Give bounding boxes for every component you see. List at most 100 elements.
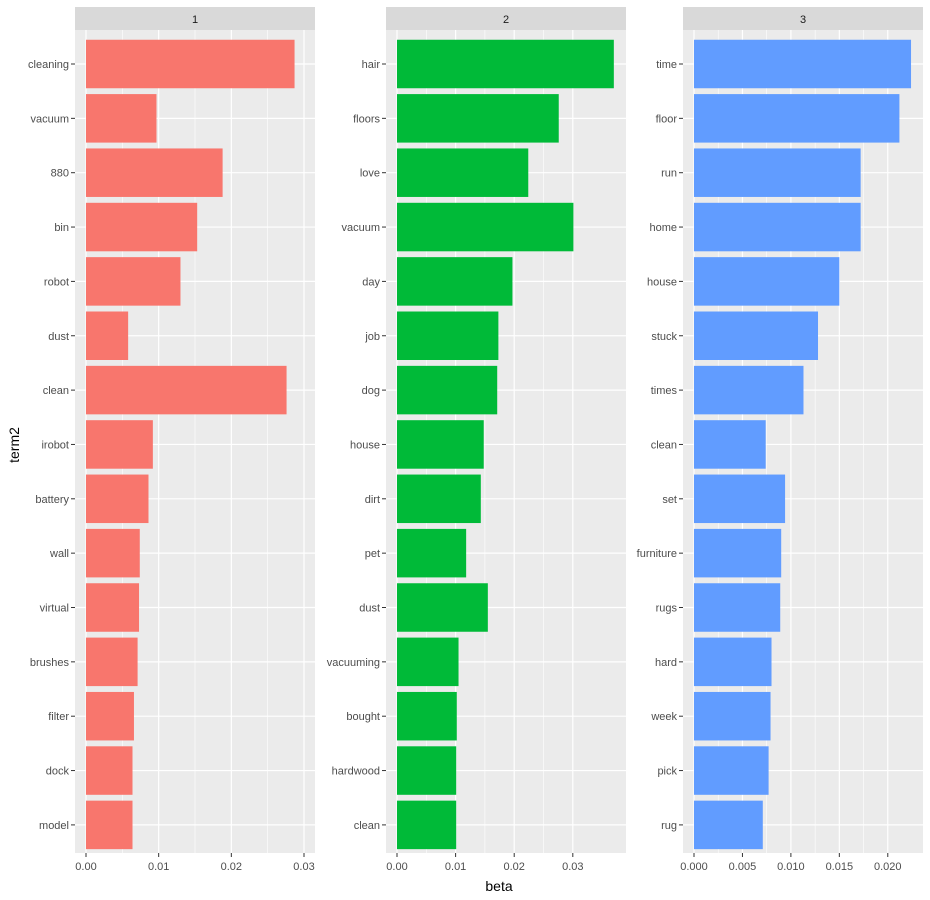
bar-hardwood: [397, 746, 457, 795]
x-tick-label: 0.005: [729, 861, 757, 873]
y-tick-label: love: [360, 168, 380, 180]
x-tick-label: 0.03: [562, 861, 583, 873]
facet-strip-label: 2: [503, 14, 509, 26]
bar-wall: [86, 528, 140, 578]
bar-hair: [397, 39, 614, 89]
facet-strip-label: 1: [192, 14, 198, 26]
bar-dust: [86, 311, 129, 360]
y-tick-label: day: [362, 276, 380, 288]
y-tick-label: battery: [35, 494, 69, 506]
y-tick-label: pick: [657, 766, 677, 778]
x-tick-label: 0.015: [826, 861, 854, 873]
bar-vacuum: [397, 202, 574, 252]
facet-strip: [75, 7, 315, 30]
y-tick-label: pet: [365, 548, 380, 560]
bar-robot: [86, 257, 181, 306]
facet-panel-3: 3 time floor run home house stuck times clean set…: [637, 7, 923, 873]
y-tick-label: irobot: [41, 439, 69, 451]
bar-clean: [86, 365, 287, 415]
bar-dirt: [397, 474, 481, 524]
y-tick-label: run: [661, 168, 677, 180]
bar-vacuum: [86, 94, 157, 143]
bar-pet: [397, 528, 467, 578]
y-tick-label: stuck: [651, 331, 677, 343]
bar-house: [397, 420, 484, 469]
y-tick-label: clean: [651, 439, 677, 451]
y-tick-label: cleaning: [28, 59, 69, 71]
x-tick-label: 0.03: [293, 861, 314, 873]
bar-home: [694, 202, 861, 252]
y-tick-label: furniture: [637, 548, 677, 560]
bar-furniture: [694, 528, 782, 578]
bar-cleaning: [86, 39, 295, 89]
x-tick-label: 0.010: [777, 861, 805, 873]
y-tick-label: wall: [49, 548, 69, 560]
y-tick-label: dock: [46, 766, 70, 778]
facet-strip: [386, 7, 626, 30]
y-tick-label: hard: [655, 657, 677, 669]
bar-love: [397, 148, 529, 197]
bar-bought: [397, 691, 457, 741]
facet-strip: [683, 7, 923, 30]
x-tick-label: 0.020: [874, 861, 902, 873]
bar-job: [397, 311, 499, 360]
y-tick-label: vacuuming: [327, 657, 380, 669]
bar-floors: [397, 94, 559, 143]
facet-panels: 1 cleaning vacuum 880 bin robot dust clean irobo…: [28, 7, 923, 873]
facet-strip-label: 3: [800, 14, 806, 26]
bar-clean: [397, 800, 457, 850]
bar-week: [694, 691, 771, 741]
y-tick-label: vacuum: [341, 222, 380, 234]
y-tick-label: filter: [48, 711, 69, 723]
facet-panel-1: 1 cleaning vacuum 880 bin robot dust clean irobo…: [28, 7, 315, 873]
bar-house: [694, 257, 840, 306]
x-tick-label: 0.02: [221, 861, 242, 873]
y-tick-label: week: [650, 711, 677, 723]
y-tick-label: hardwood: [332, 766, 380, 778]
x-tick-label: 0.00: [386, 861, 407, 873]
bar-hard: [694, 637, 772, 687]
bar-vacuuming: [397, 637, 459, 687]
y-tick-label: bin: [54, 222, 69, 234]
bar-880: [86, 148, 223, 197]
bar-brushes: [86, 637, 138, 687]
y-tick-label: house: [647, 276, 677, 288]
y-tick-label: floor: [656, 113, 678, 125]
y-tick-label: dirt: [365, 494, 380, 506]
y-tick-label: times: [651, 385, 678, 397]
bar-run: [694, 148, 861, 197]
x-tick-label: 0.01: [445, 861, 466, 873]
y-tick-label: hair: [362, 59, 381, 71]
facet-panel-2: 2 hair floors love vacuum day job dog house dirt p…: [327, 7, 626, 873]
bar-bin: [86, 202, 198, 252]
y-tick-label: set: [662, 494, 677, 506]
bar-floor: [694, 94, 900, 143]
y-tick-label: virtual: [40, 603, 69, 615]
y-tick-label: time: [656, 59, 677, 71]
bar-time: [694, 39, 912, 89]
bar-times: [694, 365, 804, 415]
x-axis-title: beta: [485, 878, 512, 894]
x-tick-label: 0.02: [503, 861, 524, 873]
x-tick-label: 0.01: [148, 861, 169, 873]
bar-dog: [397, 365, 498, 415]
bar-set: [694, 474, 786, 524]
y-tick-label: 880: [51, 168, 69, 180]
bar-clean: [694, 420, 766, 469]
y-tick-label: floors: [353, 113, 380, 125]
bar-rug: [694, 800, 763, 850]
y-tick-label: robot: [44, 276, 69, 288]
y-tick-label: dust: [359, 603, 380, 615]
bar-day: [397, 257, 513, 306]
y-tick-label: rugs: [656, 603, 678, 615]
y-tick-label: vacuum: [30, 113, 69, 125]
y-tick-label: house: [350, 439, 380, 451]
y-tick-label: dog: [362, 385, 380, 397]
y-tick-label: bought: [346, 711, 380, 723]
bar-battery: [86, 474, 149, 524]
y-tick-label: home: [649, 222, 677, 234]
bar-model: [86, 800, 133, 850]
y-axis-title: term2: [6, 427, 22, 463]
bar-pick: [694, 746, 769, 795]
